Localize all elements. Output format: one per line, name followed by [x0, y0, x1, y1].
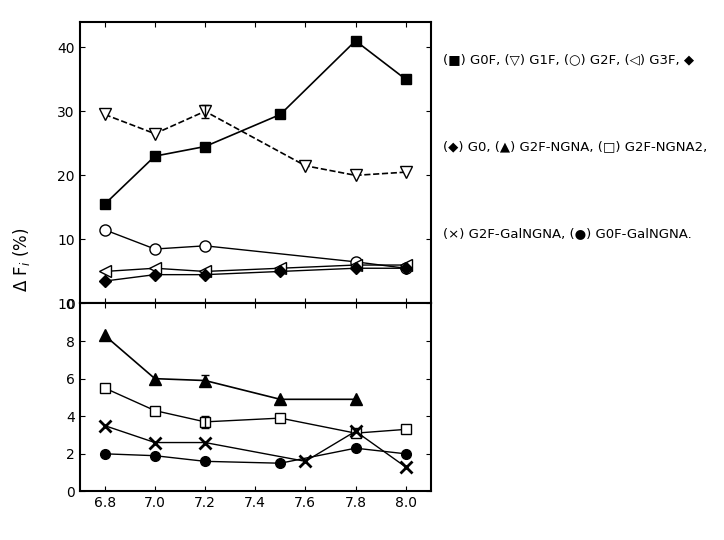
Text: (■) G0F, (▽) G1F, (○) G2F, (◁) G3F, ◆: (■) G0F, (▽) G1F, (○) G2F, (◁) G3F, ◆	[443, 54, 694, 67]
Text: (×) G2F-GalNGNA, (●) G0F-GalNGNA.: (×) G2F-GalNGNA, (●) G0F-GalNGNA.	[443, 227, 692, 240]
Text: (◆) G0, (▲) G2F-NGNA, (□) G2F-NGNA2,: (◆) G0, (▲) G2F-NGNA, (□) G2F-NGNA2,	[443, 140, 707, 153]
Text: $\Delta$ F$_i$ (%): $\Delta$ F$_i$ (%)	[11, 227, 32, 292]
